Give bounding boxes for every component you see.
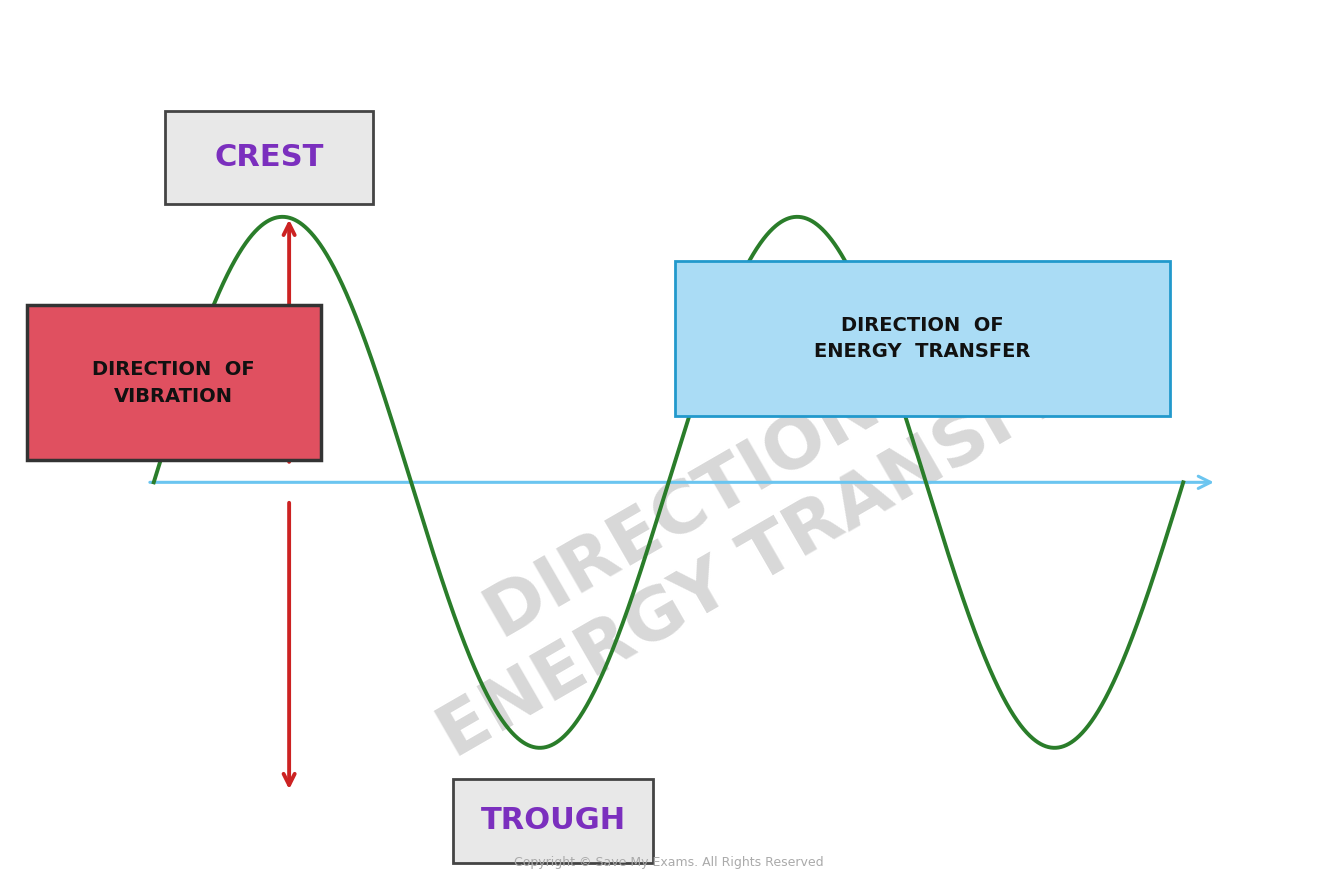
Text: DIRECTION  OF
ENERGY  TRANSFER: DIRECTION OF ENERGY TRANSFER [814,316,1031,361]
FancyBboxPatch shape [675,261,1170,416]
Text: TROUGH: TROUGH [480,806,626,835]
Text: DIRECTION OF
ENERGY TRANSFER: DIRECTION OF ENERGY TRANSFER [388,254,1136,773]
FancyBboxPatch shape [453,779,654,863]
FancyBboxPatch shape [27,305,321,460]
Text: DIRECTION  OF
VIBRATION: DIRECTION OF VIBRATION [92,360,255,405]
Text: Copyright © Save My Exams. All Rights Reserved: Copyright © Save My Exams. All Rights Re… [513,857,824,869]
FancyBboxPatch shape [166,111,373,204]
Text: CREST: CREST [214,142,324,172]
